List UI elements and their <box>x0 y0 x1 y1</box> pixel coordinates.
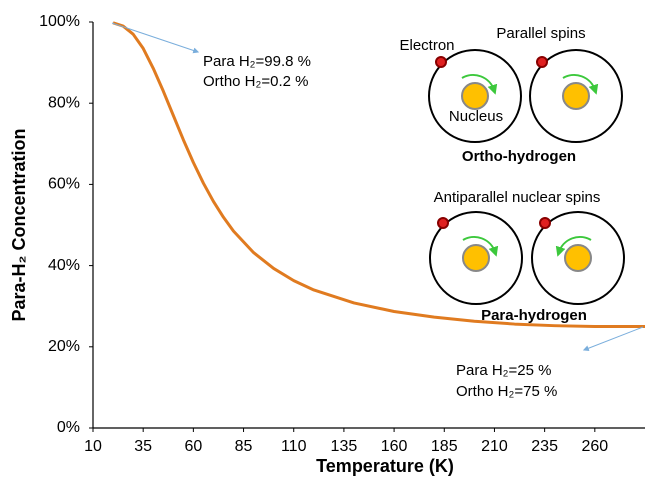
annotation: Ortho H₂=0.2 % <box>203 73 308 90</box>
y-tick-label: 100% <box>39 13 80 30</box>
data-line <box>112 21 645 328</box>
diagram-label: Para-hydrogen <box>481 307 587 324</box>
x-tick-label: 10 <box>84 438 102 455</box>
para-diagram <box>429 211 625 305</box>
y-tick-label: 60% <box>48 176 80 193</box>
x-tick-label: 235 <box>531 438 558 455</box>
y-tick-label: 0% <box>57 419 80 436</box>
annotation: Para H₂=25 % <box>456 362 551 379</box>
x-axis-title: Temperature (K) <box>316 456 454 476</box>
diagram-label: Electron <box>399 37 454 54</box>
diagram-label: Antiparallel nuclear spins <box>434 189 601 206</box>
x-tick-label: 135 <box>331 438 358 455</box>
annotation: Ortho H₂=75 % <box>456 383 557 400</box>
annotation: Para H₂=99.8 % <box>203 53 311 70</box>
x-tick-label: 260 <box>581 438 608 455</box>
x-tick-label: 110 <box>281 438 307 455</box>
diagram-label: Nucleus <box>449 108 503 125</box>
ortho-diagram <box>428 49 623 143</box>
x-tick-label: 210 <box>481 438 508 455</box>
y-tick-label: 20% <box>48 338 80 355</box>
diagram-label: Parallel spins <box>496 25 585 42</box>
y-tick-label: 40% <box>48 257 80 274</box>
x-tick-label: 85 <box>235 438 253 455</box>
x-tick-label: 185 <box>431 438 458 455</box>
annotation-arrow <box>111 22 200 54</box>
diagram-label: Ortho-hydrogen <box>462 148 576 165</box>
y-tick-label: 80% <box>48 94 80 111</box>
x-tick-label: 35 <box>134 438 152 455</box>
y-axis-title: Para-H₂ Concentration <box>9 128 29 321</box>
x-tick-label: 60 <box>184 438 202 455</box>
x-tick-label: 160 <box>381 438 408 455</box>
annotation-arrow <box>582 326 644 352</box>
